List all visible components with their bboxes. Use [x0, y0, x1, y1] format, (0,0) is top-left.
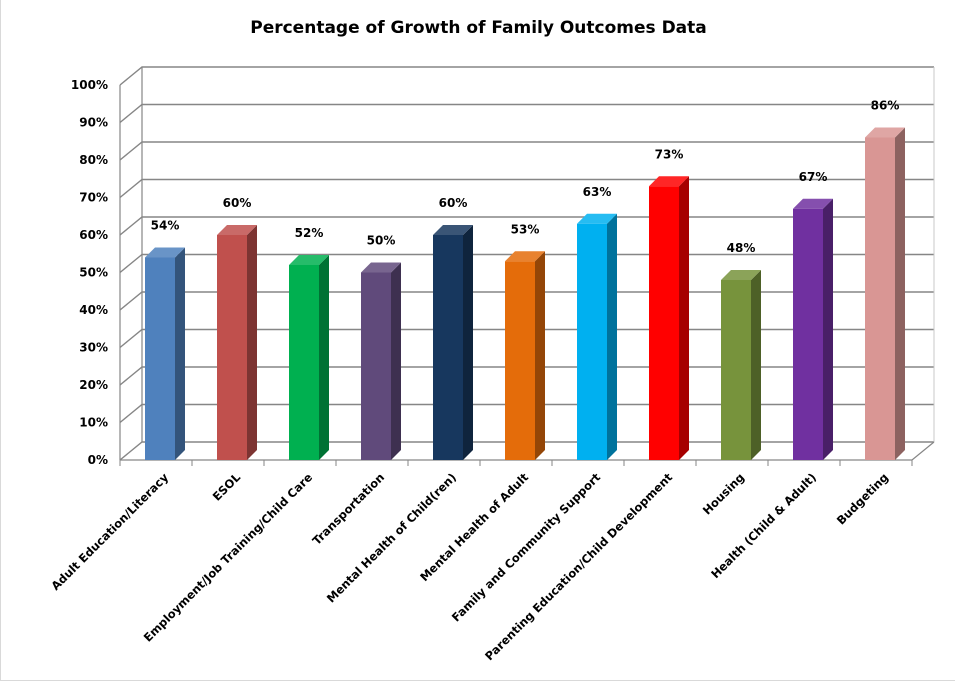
y-tick-label: 30%: [79, 341, 108, 355]
x-category-label: Transportation: [310, 470, 388, 548]
bar: [721, 270, 761, 460]
data-label: 48%: [727, 241, 756, 255]
bar: [145, 247, 185, 460]
y-tick-label: 50%: [79, 266, 108, 280]
data-label: 53%: [511, 222, 540, 236]
data-label: 54%: [151, 219, 180, 233]
data-label: 86%: [871, 99, 900, 113]
x-category-label: Family and Community Support: [449, 470, 604, 625]
bar: [505, 251, 545, 460]
x-category-label: Mental Health of Child(ren): [324, 470, 459, 605]
data-label: 60%: [223, 196, 252, 210]
bar: [793, 198, 833, 460]
y-tick-label: 40%: [79, 303, 108, 317]
x-category-label: Employment/Job Training/Child Care: [141, 470, 316, 645]
x-category-label: Housing: [700, 470, 747, 517]
y-tick-label: 90%: [79, 116, 108, 130]
y-tick-label: 0%: [88, 453, 108, 467]
data-label: 60%: [439, 196, 468, 210]
gridline: [119, 141, 934, 161]
data-label: 67%: [799, 170, 828, 184]
bar: [361, 262, 401, 460]
bar: [865, 127, 905, 460]
gridline: [119, 66, 934, 86]
y-tick-label: 60%: [79, 228, 108, 242]
data-label: 50%: [367, 234, 396, 248]
chart-title: Percentage of Growth of Family Outcomes …: [250, 18, 707, 38]
y-tick-label: 80%: [79, 153, 108, 167]
bar: [289, 255, 329, 460]
y-tick-label: 20%: [79, 378, 108, 392]
bar: [217, 225, 257, 460]
y-tick-label: 70%: [79, 191, 108, 205]
data-label: 52%: [295, 226, 324, 240]
x-category-label: ESOL: [210, 470, 244, 504]
bar: [433, 225, 473, 460]
x-category-label: Adult Education/Literacy: [48, 470, 171, 593]
data-label: 63%: [583, 185, 612, 199]
x-category-label: Budgeting: [834, 470, 891, 527]
y-tick-label: 100%: [71, 78, 108, 92]
data-label: 73%: [655, 147, 684, 161]
bar: [577, 213, 617, 460]
y-tick-label: 10%: [79, 416, 108, 430]
gridline: [119, 103, 934, 124]
bar: [649, 176, 689, 460]
